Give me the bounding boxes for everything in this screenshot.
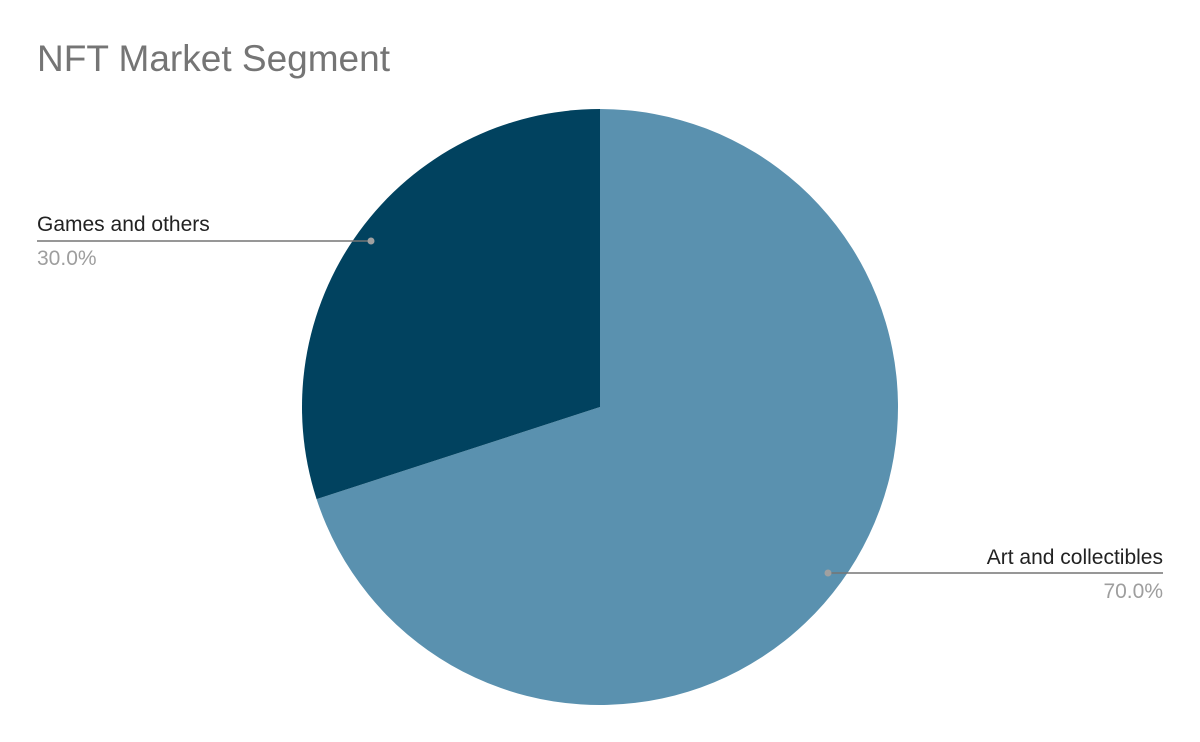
slice-percent-label: 30.0% [37, 247, 97, 270]
pie-slice-games-and-others [302, 109, 600, 500]
labels-layer: Art and collectibles 70.0% Games and other… [37, 213, 1163, 603]
chart-title: NFT Market Segment [37, 38, 390, 79]
pie-slice-art-and-collectibles [316, 109, 898, 705]
slice-label: Art and collectibles [987, 546, 1163, 569]
slice-label: Games and others [37, 213, 210, 236]
slice-percent-label: 70.0% [1103, 580, 1163, 603]
slices-layer [302, 109, 898, 705]
leader-dot [367, 237, 375, 245]
leader-dot [824, 569, 832, 577]
